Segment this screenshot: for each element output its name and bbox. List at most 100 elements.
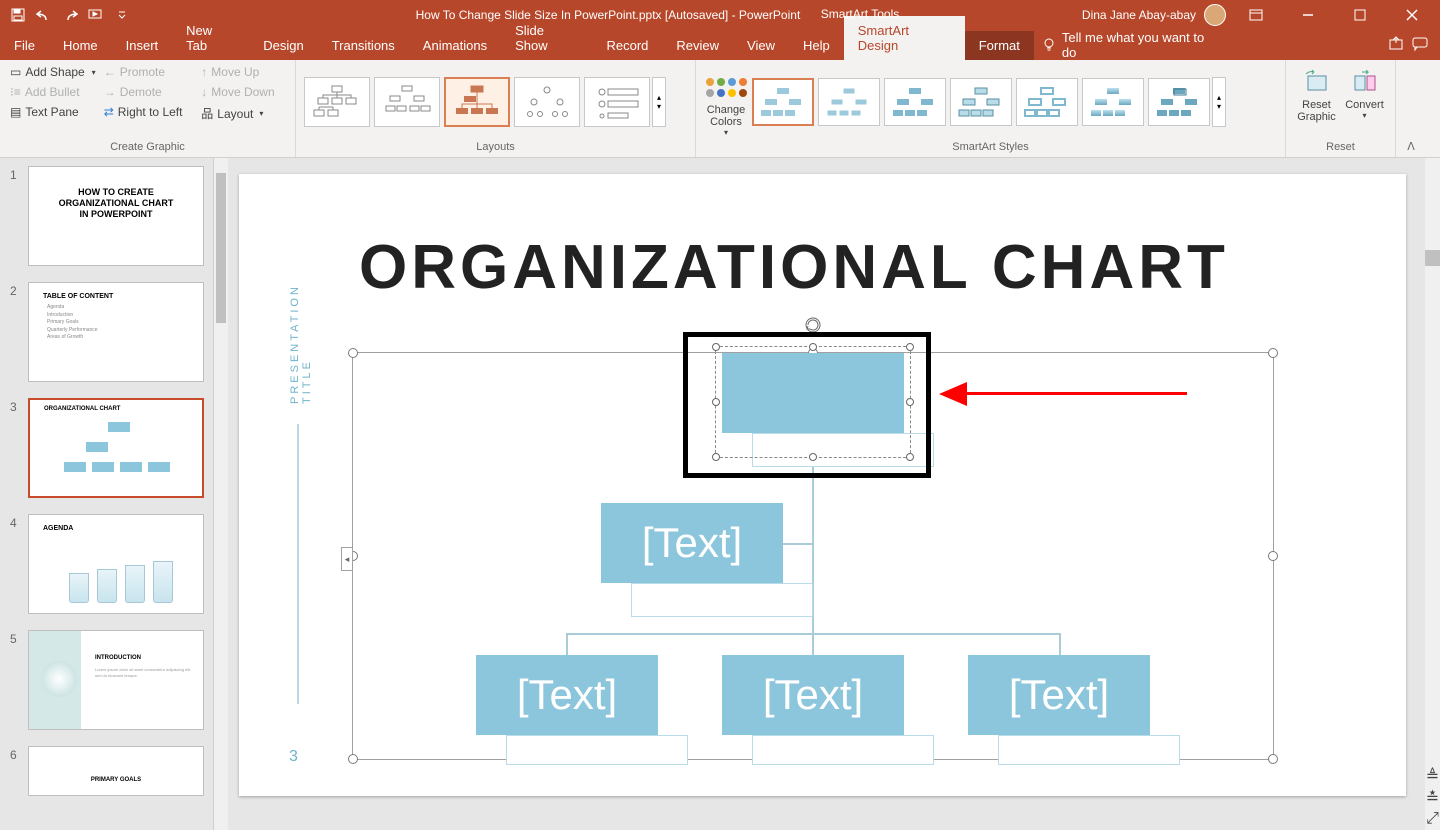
slide-thumbnail[interactable]: 2TABLE OF CONTENTAgendaIntroductionPrima… xyxy=(0,274,228,390)
start-from-beginning-icon[interactable] xyxy=(84,3,108,27)
minimize-icon[interactable] xyxy=(1286,0,1330,30)
tab-format[interactable]: Format xyxy=(965,31,1034,60)
slide-title[interactable]: ORGANIZATIONAL CHART xyxy=(359,232,1229,303)
org-node-assistant-desc[interactable] xyxy=(631,583,813,617)
tab-smartart-design[interactable]: SmartArt Design xyxy=(844,16,965,60)
text-pane-button[interactable]: ▤Text Pane xyxy=(6,103,100,121)
convert-button[interactable]: Convert ▾ xyxy=(1341,63,1389,120)
group-reset: Reset Graphic Convert ▾ Reset xyxy=(1286,60,1396,157)
layouts-more-button[interactable]: ▴▾ xyxy=(652,77,666,127)
layout-button[interactable]: 品Layout▾ xyxy=(197,103,289,124)
user-avatar[interactable] xyxy=(1204,4,1226,26)
thumbnail-scrollbar[interactable] xyxy=(213,158,228,830)
style-option-1[interactable] xyxy=(752,78,814,126)
org-node-child-1-desc[interactable] xyxy=(506,735,688,765)
context-tool-label: SmartArt Tools xyxy=(810,0,910,21)
resize-handle[interactable] xyxy=(348,348,358,358)
slide-preview[interactable]: PRIMARY GOALS xyxy=(28,746,204,796)
maximize-icon[interactable] xyxy=(1338,0,1382,30)
resize-handle[interactable] xyxy=(1268,551,1278,561)
change-colors-icon xyxy=(702,72,750,104)
tab-help[interactable]: Help xyxy=(789,31,844,60)
slide-number: 5 xyxy=(10,630,22,730)
slide-preview[interactable]: AGENDA xyxy=(28,514,204,614)
tab-animations[interactable]: Animations xyxy=(409,31,501,60)
undo-icon[interactable] xyxy=(32,3,56,27)
style-option-6[interactable] xyxy=(1082,78,1144,126)
tab-file[interactable]: File xyxy=(0,31,49,60)
org-node-assistant[interactable]: [Text] xyxy=(601,503,783,583)
editor-vertical-scrollbar[interactable]: ≜ ≛ ⤢ xyxy=(1425,158,1440,830)
resize-handle[interactable] xyxy=(348,754,358,764)
slide-preview[interactable]: ORGANIZATIONAL CHART xyxy=(28,398,204,498)
comments-icon[interactable] xyxy=(1412,36,1428,55)
text-pane-toggle[interactable]: ◂ xyxy=(341,547,353,571)
tab-transitions[interactable]: Transitions xyxy=(318,31,409,60)
tab-design[interactable]: Design xyxy=(249,31,317,60)
demote-button[interactable]: →Demote xyxy=(100,83,198,101)
tab-review[interactable]: Review xyxy=(662,31,733,60)
org-node-child-2[interactable]: [Text] xyxy=(722,655,904,735)
redo-icon[interactable] xyxy=(58,3,82,27)
tab-record[interactable]: Record xyxy=(593,31,663,60)
add-shape-button[interactable]: ▭Add Shape▾ xyxy=(6,63,100,81)
user-name[interactable]: Dina Jane Abay-abay xyxy=(1082,8,1196,22)
slide-thumbnail[interactable]: 6PRIMARY GOALS xyxy=(0,738,228,804)
move-up-button[interactable]: ↑Move Up xyxy=(197,63,289,81)
slide-thumbnail[interactable]: 1HOW TO CREATEORGANIZATIONAL CHARTIN POW… xyxy=(0,158,228,274)
layout-option-4[interactable] xyxy=(514,77,580,127)
layout-option-1[interactable] xyxy=(304,77,370,127)
slide-thumbnail[interactable]: 5INTRODUCTIONLorem ipsum dolor sit amet … xyxy=(0,622,228,738)
reset-graphic-button[interactable]: Reset Graphic xyxy=(1293,63,1341,123)
tab-slideshow[interactable]: Slide Show xyxy=(501,16,592,60)
promote-button[interactable]: ←Promote xyxy=(100,63,198,81)
fit-icon[interactable]: ⤢ xyxy=(1426,810,1439,828)
tell-me-search[interactable]: Tell me what you want to do xyxy=(1034,30,1220,60)
org-node-child-1[interactable]: [Text] xyxy=(476,655,658,735)
move-down-button[interactable]: ↓Move Down xyxy=(197,83,289,101)
tab-home[interactable]: Home xyxy=(49,31,112,60)
style-option-2[interactable] xyxy=(818,78,880,126)
slide-preview[interactable]: HOW TO CREATEORGANIZATIONAL CHARTIN POWE… xyxy=(28,166,204,266)
layout-option-5[interactable] xyxy=(584,77,650,127)
tab-newtab[interactable]: New Tab xyxy=(172,16,249,60)
slide-canvas[interactable]: PRESENTATION TITLE 3 ORGANIZATIONAL CHAR… xyxy=(239,174,1406,796)
tab-insert[interactable]: Insert xyxy=(112,31,173,60)
style-option-4[interactable] xyxy=(950,78,1012,126)
slide-number: 3 xyxy=(10,398,22,498)
layout-label: Layout xyxy=(217,107,253,121)
layout-option-2[interactable] xyxy=(374,77,440,127)
add-bullet-button[interactable]: ⁝≡Add Bullet xyxy=(6,83,100,101)
share-icon[interactable] xyxy=(1388,36,1404,55)
group-layouts: ▴▾ Layouts xyxy=(296,60,696,157)
resize-handle[interactable] xyxy=(1268,348,1278,358)
style-option-7[interactable] xyxy=(1148,78,1210,126)
change-colors-button[interactable]: Change Colors ▾ xyxy=(702,68,750,137)
ribbon-display-options-icon[interactable] xyxy=(1234,0,1278,30)
group-label-create-graphic: Create Graphic xyxy=(6,141,289,155)
annotation-arrow-line xyxy=(965,392,1187,395)
org-node-child-3-desc[interactable] xyxy=(998,735,1180,765)
slide-thumbnail[interactable]: 4AGENDA xyxy=(0,506,228,622)
save-icon[interactable] xyxy=(6,3,30,27)
org-node-child-3[interactable]: [Text] xyxy=(968,655,1150,735)
add-shape-label: Add Shape xyxy=(25,65,84,79)
resize-handle[interactable] xyxy=(1268,754,1278,764)
collapse-ribbon-icon[interactable]: ᐱ xyxy=(1407,140,1415,153)
move-up-icon: ↑ xyxy=(201,65,207,79)
layout-option-3[interactable] xyxy=(444,77,510,127)
close-icon[interactable] xyxy=(1390,0,1434,30)
slide-thumbnail[interactable]: 3ORGANIZATIONAL CHART xyxy=(0,390,228,506)
right-to-left-button[interactable]: ⇄Right to Left xyxy=(100,103,198,121)
style-option-5[interactable] xyxy=(1016,78,1078,126)
prev-slide-icon[interactable]: ≜ xyxy=(1426,766,1439,786)
slide-edit-area[interactable]: PRESENTATION TITLE 3 ORGANIZATIONAL CHAR… xyxy=(228,158,1440,830)
tab-view[interactable]: View xyxy=(733,31,789,60)
org-node-child-2-desc[interactable] xyxy=(752,735,934,765)
next-slide-icon[interactable]: ≛ xyxy=(1426,788,1439,808)
style-option-3[interactable] xyxy=(884,78,946,126)
slide-preview[interactable]: TABLE OF CONTENTAgendaIntroductionPrimar… xyxy=(28,282,204,382)
styles-more-button[interactable]: ▴▾ xyxy=(1212,77,1226,127)
slide-preview[interactable]: INTRODUCTIONLorem ipsum dolor sit amet c… xyxy=(28,630,204,730)
qat-dropdown-icon[interactable] xyxy=(110,3,134,27)
